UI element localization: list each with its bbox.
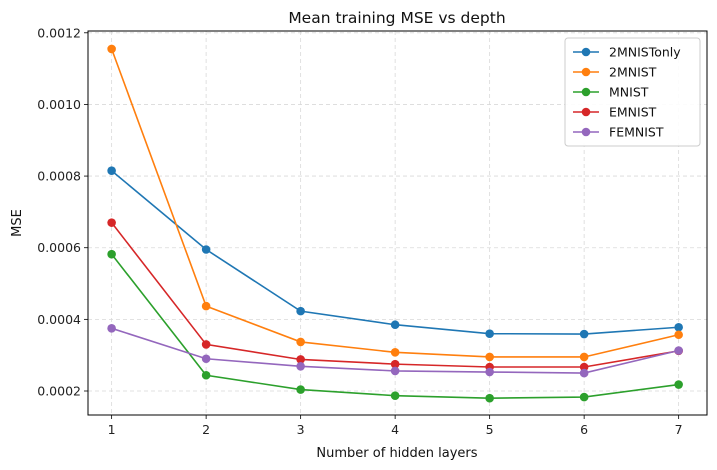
data-point [201,301,211,311]
y-tick-label: 0.0002 [37,384,81,399]
x-tick-label: 3 [297,422,305,437]
data-point [296,361,305,371]
data-point [296,337,305,347]
legend-marker [581,87,591,97]
data-point [579,329,589,339]
y-tick-label: 0.0012 [37,25,81,40]
y-tick-label: 0.0010 [37,97,81,112]
legend-box [564,37,701,147]
legend-marker [581,107,591,117]
data-point [107,218,116,227]
data-point [674,346,683,355]
x-axis-label: Number of hidden layers [316,446,477,461]
data-point [390,359,400,369]
data-point [485,393,494,403]
data-point [201,370,211,380]
data-point [579,392,589,402]
x-tick-label: 7 [675,422,683,437]
data-point [390,366,400,376]
y-tick-label: 0.0008 [37,169,81,184]
y-tick-label: 0.0006 [37,240,81,255]
legend-item: MNIST [573,85,649,100]
data-point [201,340,211,349]
y-axis-label: MSE [10,209,25,237]
data-point [107,324,116,333]
x-tick-label: 2 [202,422,210,437]
legend-label: FEMNIST [609,125,664,140]
plot-frame [87,30,708,416]
data-point [674,380,683,389]
data-point [485,352,494,362]
chart-title: Mean training MSE vs depth [288,9,505,27]
data-point [485,367,494,377]
legend: 2MNISTonly 2MNIST MNIST EMNIST FEMNIST [564,37,701,147]
data-point [107,249,116,259]
x-tick-label: 4 [391,422,399,437]
legend-item: 2MNISTonly [573,45,681,60]
data-point [201,245,211,254]
data-point [674,330,683,340]
data-point [390,320,400,330]
legend-marker [581,47,591,57]
data-point [579,368,589,378]
legend-item: EMNIST [573,105,657,120]
data-point [296,306,305,316]
data-point [107,44,116,54]
legend-marker [581,127,591,137]
legend-label: EMNIST [609,105,657,120]
series-2mnist [107,44,683,362]
data-point [296,355,305,364]
series-2mnistonly [107,166,683,339]
y-tick-label: 0.0004 [37,312,81,327]
legend-label: 2MNISTonly [609,45,681,60]
data-point [579,362,589,372]
x-axis-ticks: 1 2 3 4 5 6 7 [108,415,683,437]
data-point [390,348,400,357]
legend-item: FEMNIST [573,125,664,140]
data-point [579,352,589,362]
legend-label: MNIST [609,85,649,100]
series-lines [107,44,683,403]
series-mnist [107,249,683,403]
x-tick-label: 1 [108,422,116,437]
data-point [296,385,305,394]
legend-label: 2MNIST [609,65,657,80]
legend-marker [581,67,591,77]
series-femnist [107,324,683,378]
grid-lines [88,31,707,415]
data-point [485,329,494,338]
y-axis-ticks: 0.0002 0.0004 0.0006 0.0008 0.0010 0.0012 [37,25,88,399]
data-point [390,391,400,400]
x-tick-label: 5 [486,422,494,437]
legend-item: 2MNIST [573,65,657,80]
data-point [674,322,683,332]
data-point [201,354,211,364]
data-point [107,166,116,176]
x-tick-label: 6 [580,422,588,437]
